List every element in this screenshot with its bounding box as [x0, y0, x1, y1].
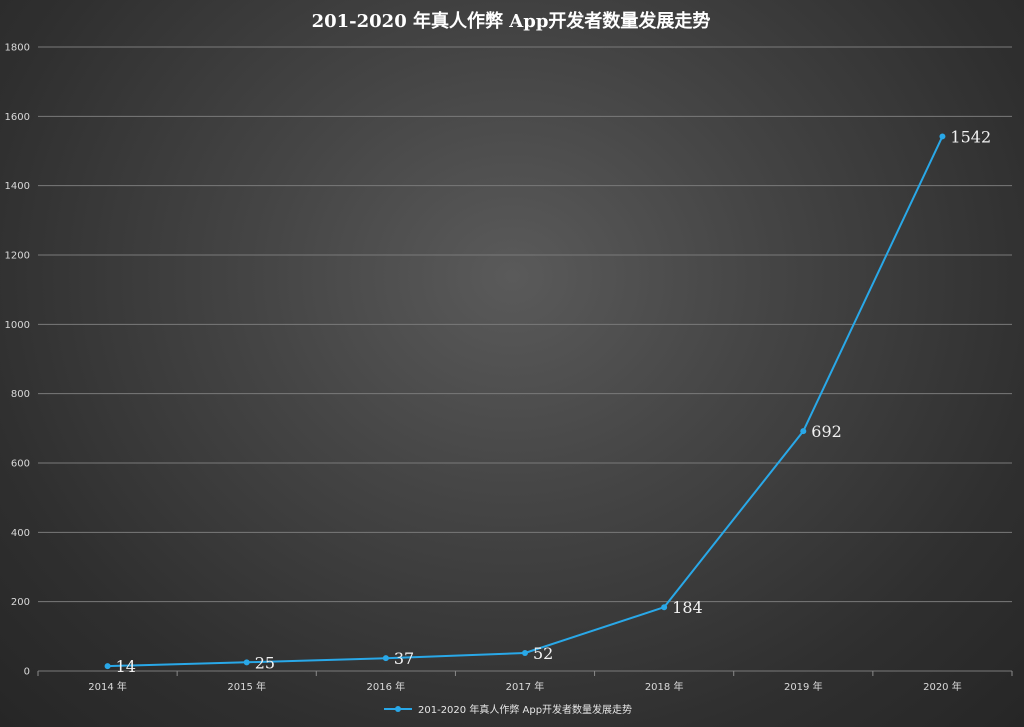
x-tick-label: 2017 年 [506, 680, 545, 693]
y-tick-label: 1200 [5, 251, 30, 262]
gridlines [38, 46, 1012, 672]
legend[interactable]: 201-2020 年真人作弊 App开发者数量发展走势 [384, 703, 632, 716]
y-tick-label: 1800 [5, 43, 30, 54]
x-tick-label: 2019 年 [784, 680, 823, 693]
data-point[interactable] [939, 133, 946, 140]
y-axis-ticks: 0 200 400 600 800 1000 1200 1400 1600 1800 [5, 43, 30, 678]
y-tick-label: 400 [11, 528, 30, 539]
y-tick-label: 800 [11, 389, 30, 400]
x-axis-ticks: 2014 年 2015 年 2016 年 2017 年 2018 年 2019 年 2020… [37, 671, 1013, 693]
y-tick-label: 600 [11, 459, 30, 470]
y-tick-label: 1400 [5, 181, 30, 192]
data-label: 14 [116, 657, 136, 676]
data-point[interactable] [661, 604, 668, 611]
x-tick-label: 2018 年 [645, 680, 684, 693]
data-label: 37 [394, 649, 414, 668]
chart-title: 201-2020 年真人作弊 App开发者数量发展走势 [312, 10, 711, 32]
data-label: 184 [672, 598, 703, 617]
data-point[interactable] [243, 659, 250, 666]
y-tick-label: 0 [24, 667, 30, 678]
y-tick-label: 200 [11, 597, 30, 608]
data-label: 25 [255, 653, 275, 672]
x-tick-label: 2016 年 [367, 680, 406, 693]
x-tick-label: 2014 年 [88, 680, 127, 693]
data-label: 52 [533, 644, 553, 663]
y-tick-label: 1000 [5, 320, 30, 331]
x-tick-label: 2020 年 [923, 680, 962, 693]
data-point[interactable] [104, 663, 111, 670]
series-layer [104, 133, 946, 670]
y-tick-label: 1600 [5, 112, 30, 123]
data-label: 692 [811, 422, 842, 441]
x-tick-label: 2015 年 [227, 680, 266, 693]
data-labels: 14 25 37 52 184 692 1542 [116, 127, 992, 676]
data-point[interactable] [522, 649, 528, 656]
legend-point-marker [395, 706, 401, 712]
data-point[interactable] [382, 655, 389, 662]
legend-entry: 201-2020 年真人作弊 App开发者数量发展走势 [418, 703, 632, 716]
data-label: 1542 [950, 127, 991, 146]
series-line [107, 135, 944, 668]
data-point[interactable] [800, 428, 807, 435]
